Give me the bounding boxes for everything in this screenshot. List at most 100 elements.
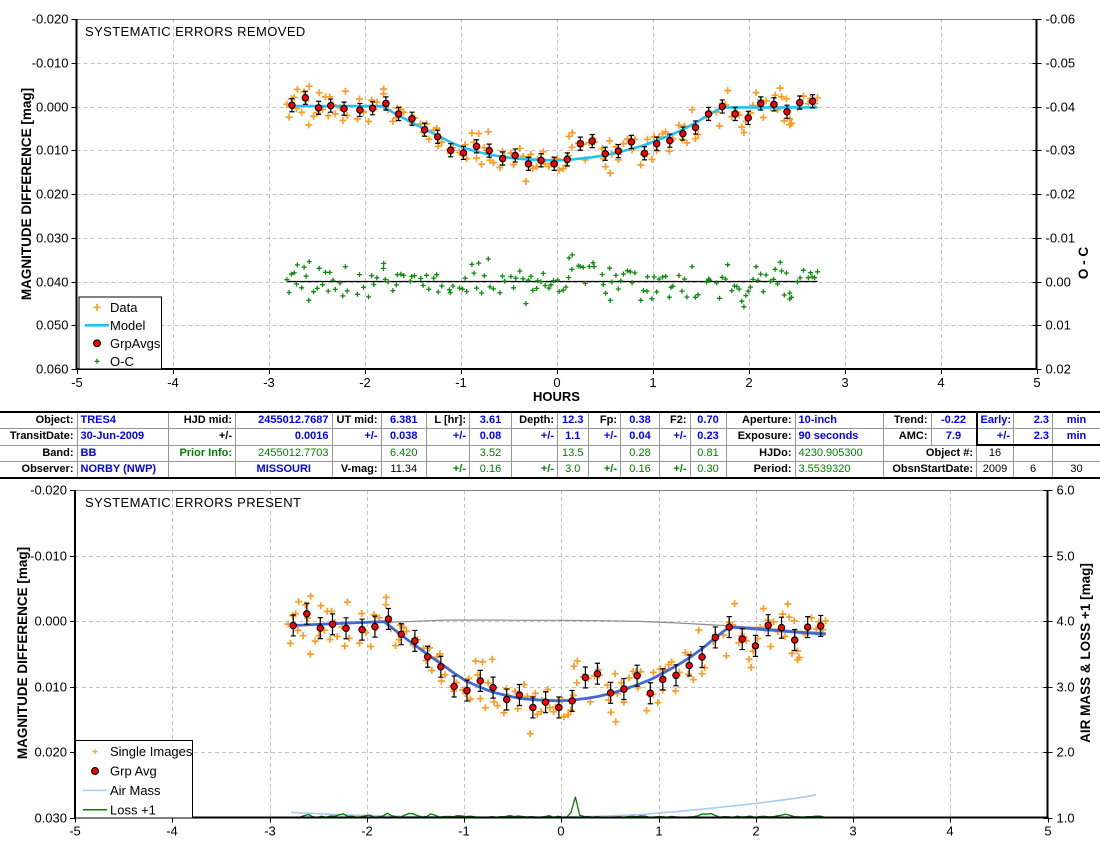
x-tick-label: -5 [69,824,81,839]
group-average-dot [685,661,693,670]
group-average-dot [408,115,416,123]
group-average-dot [555,703,563,712]
group-average-dot [463,686,471,695]
table-cell-label: Fp: [587,412,621,429]
table-cell-label: ObsnStartDate: [882,461,977,478]
group-average-dot [314,104,323,112]
group-average-dot [502,695,511,704]
table-cell-value: +/- [331,428,382,446]
table-cell-value: +/- [426,461,470,478]
table-cell-value: 2.3 [1013,428,1053,446]
x-tick-label: -3 [263,375,275,390]
table-cell-value: 11.34 [380,461,427,478]
x-tick-label: 5 [1044,824,1051,839]
y2-tick-label: 4.0 [1057,614,1075,629]
table-cell-value: +/- [511,428,558,446]
table-row: Band: BB Prior Info: 2455012.7703 6.420 3.52 1… [0,444,1100,462]
series-model-systematics [290,620,826,703]
legend-marker-plus [94,358,100,364]
table-cell-label: HJD mid: [167,412,236,429]
info-table: Object: TRES4 HJD mid: 2455012.7687 UT mid: 6… [0,411,1100,479]
table-cell-value: 0.04 [620,428,660,446]
group-average-dot [485,146,493,155]
table-cell-value: NORBY (NWP) [76,461,169,478]
table-cell-value: 0.038 [380,428,427,446]
group-average-dot [459,149,468,157]
series-grp-avg [289,602,825,719]
table-cell-label: Prior Info: [167,444,236,462]
chart-title: SYSTEMATIC ERRORS REMOVED [85,24,306,39]
x-tick-label: -1 [458,824,470,839]
y-tick-label: 0.010 [36,143,69,158]
group-average-dot [704,110,713,118]
series-o-c [284,252,820,310]
group-average-dot [450,682,458,691]
group-average-dot [537,156,545,165]
group-average-dot [620,685,628,693]
group-average-dot [751,642,760,650]
y-tick-label: 0.030 [34,811,67,826]
table-cell-label: Trend: [882,412,932,429]
legend-marker-plus [93,303,101,311]
table-cell-value: 3.61 [469,412,512,429]
table-cell-value: BB [76,444,169,462]
legend-marker-plus [92,749,98,755]
group-average-dot [568,697,576,705]
group-average-dot [764,621,772,629]
table-cell-label: Aperture: [725,412,796,429]
y-tick-label: -0.010 [30,549,67,564]
legend-item: O-C [94,354,134,369]
table-cell-value: 2455012.7687 [235,412,333,429]
x-tick-label: 1 [649,375,656,390]
group-average-dot [679,129,687,138]
x-tick-label: 3 [849,824,856,839]
group-average-dot [289,621,297,630]
y-tick-label: 0.020 [34,745,67,760]
table-cell-label: AMC: [882,428,932,446]
x-tick-label: 2 [745,375,752,390]
group-average-dot [328,620,337,629]
legend-item: Air Mass [83,783,161,798]
group-average-dot [757,99,765,108]
group-average-dot [394,110,403,118]
axes [71,19,1042,374]
table-cell-label: Band: [0,444,78,462]
group-average-dot [666,136,674,145]
table-cell-value: 0.28 [620,444,660,462]
y2-tick-label: 5.0 [1057,549,1075,564]
scatter-plus-markers [284,252,820,310]
legend-item: Loss +1 [83,802,156,817]
table-cell-value: 6 [1013,461,1053,478]
group-average-dot [371,622,379,631]
group-average-dot [640,149,649,158]
group-average-dot [777,623,786,632]
tick-labels: -0.020-0.0100.0000.0100.0200.0300.0400.0… [32,12,1076,391]
legend-label: Data [110,300,138,315]
table-cell-value: 16 [976,444,1014,462]
scatter-plus-markers [284,592,830,738]
x-axis-title: HOURS [533,389,580,404]
table-cell-value: 6.381 [380,412,427,429]
x-tick-label: -1 [455,375,467,390]
legend-label: Single Images [110,744,193,759]
table-cell-label: V-mag: [331,461,382,478]
y-tick-label: -0.020 [32,12,69,27]
table-cell-value: 3.52 [469,444,512,462]
table-row: TransitDate: 30-Jun-2009 +/- 0.0016 +/- 0.038… [0,428,1100,446]
group-average-dot [606,689,615,697]
group-average-dot [384,615,393,623]
y-axis-title: MAGNITUDE DIFFERENCE [mag] [19,88,34,300]
legend-label: Air Mass [110,783,161,798]
legend-label: O-C [110,354,134,369]
x-tick-label: 2 [752,824,759,839]
x-tick-label: -5 [71,375,83,390]
series-line [290,794,817,818]
y2-tick-label: -0.01 [1046,231,1076,246]
table-cell-label: +/- [167,428,236,446]
group-average-dot [326,101,335,110]
y-tick-label: 0.030 [36,231,69,246]
group-average-dot [524,160,533,168]
series-single-images [284,592,830,738]
group-average-dot [550,160,558,168]
legend-item: GrpAvgs [93,336,161,351]
